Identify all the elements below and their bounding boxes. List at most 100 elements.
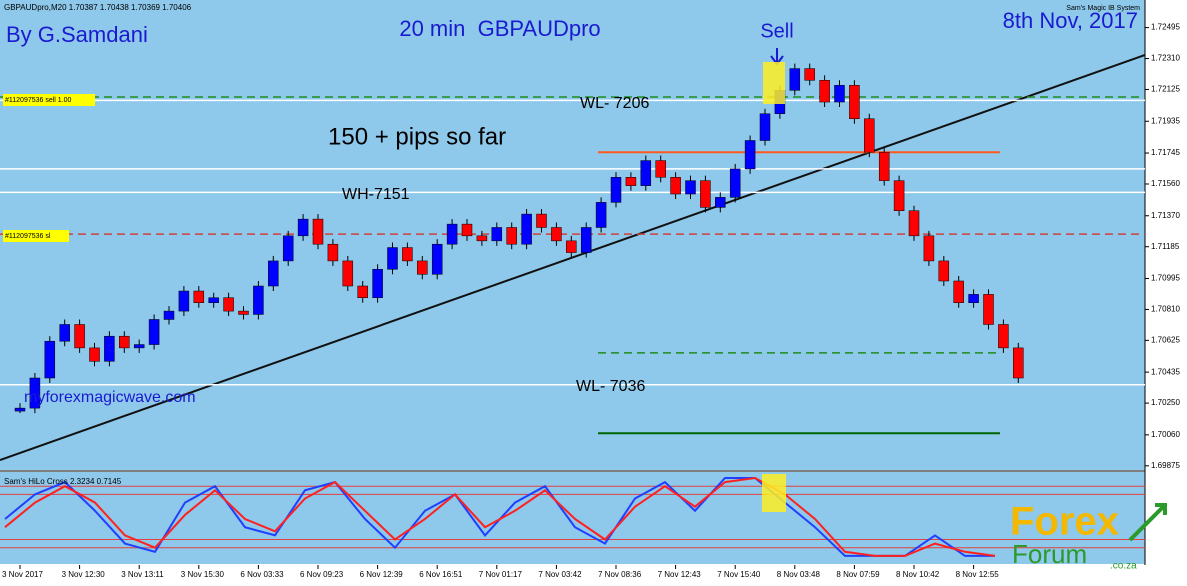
candle: [715, 197, 726, 208]
candle: [953, 280, 964, 303]
pips-note: 150 + pips so far: [328, 123, 506, 150]
y-tick-label: 1.71185: [1151, 242, 1180, 251]
candle: [223, 297, 234, 312]
candle: [849, 85, 860, 120]
order-tag: [3, 94, 95, 106]
candle: [893, 180, 905, 211]
candle: [193, 290, 205, 303]
candle: [342, 260, 354, 287]
indicator-label: Sam's HiLo Cross 2.3234 0.7145: [4, 477, 122, 486]
date: 8th Nov, 2017: [1003, 8, 1138, 33]
x-tick-label: 3 Nov 12:30: [62, 570, 106, 579]
x-tick-label: 6 Nov 12:39: [360, 570, 404, 579]
candle: [1013, 347, 1024, 379]
watermark: .co.za: [1110, 561, 1137, 572]
price-axis: [1145, 0, 1187, 586]
candle: [700, 180, 711, 208]
candle: [610, 177, 622, 203]
candle: [640, 160, 652, 186]
x-tick-label: 3 Nov 13:11: [121, 570, 164, 579]
candle: [431, 243, 443, 275]
header: GBPAUDpro,M20 1.70387 1.70438 1.70369 1.…: [4, 3, 192, 12]
trendline: [0, 54, 1146, 461]
y-tick-label: 1.70810: [1151, 305, 1180, 314]
candle: [864, 118, 875, 153]
candle: [29, 377, 41, 409]
candle: [506, 227, 517, 245]
x-tick-label: 8 Nov 12:55: [956, 570, 1000, 579]
candle: [148, 319, 160, 345]
candle: [372, 269, 383, 298]
candle: [238, 310, 249, 315]
sell-label: Sell: [760, 20, 793, 42]
candle: [417, 260, 428, 275]
x-tick-label: 7 Nov 15:40: [717, 570, 761, 579]
candle: [253, 285, 264, 315]
x-tick-label: 7 Nov 08:36: [598, 570, 642, 579]
candle: [759, 113, 771, 141]
candle: [834, 85, 845, 103]
order-label: #112097536 sl: [5, 233, 51, 240]
x-tick-label: 3 Nov 15:30: [181, 570, 225, 579]
website: myforexmagicwave.com: [24, 389, 196, 406]
level-label: WL- 7206: [580, 95, 649, 112]
watermark: Forex: [1010, 500, 1119, 544]
y-tick-label: 1.69875: [1151, 461, 1180, 470]
candle: [133, 344, 145, 349]
x-tick-label: 8 Nov 10:42: [896, 570, 940, 579]
candle: [163, 310, 175, 320]
candle: [566, 240, 577, 253]
candle: [819, 80, 830, 103]
candle: [685, 180, 696, 195]
y-tick-label: 1.70995: [1151, 274, 1180, 283]
sell-highlight: [762, 474, 786, 512]
candle: [551, 227, 562, 242]
sell-highlight: [763, 62, 785, 104]
x-tick-label: 8 Nov 03:48: [777, 570, 821, 579]
candle: [14, 407, 26, 412]
candle: [908, 210, 920, 237]
candle: [968, 294, 979, 303]
y-tick-label: 1.71370: [1151, 211, 1180, 220]
candle: [536, 213, 547, 228]
candle: [282, 235, 294, 262]
x-tick-label: 7 Nov 01:17: [479, 570, 523, 579]
candle: [789, 68, 801, 91]
candle: [89, 347, 100, 362]
candle: [297, 218, 309, 237]
system-name: Sam's Magic IB System: [1066, 5, 1140, 12]
y-tick-label: 1.72495: [1151, 23, 1180, 32]
level-label: WL- 7036: [576, 378, 645, 395]
x-tick-label: 7 Nov 03:42: [538, 570, 582, 579]
x-tick-label: 3 Nov 2017: [2, 570, 43, 579]
y-tick-label: 1.70250: [1151, 398, 1180, 407]
candle: [938, 260, 950, 282]
x-tick-label: 7 Nov 12:43: [658, 570, 702, 579]
x-tick-label: 8 Nov 07:59: [836, 570, 880, 579]
chart-title: 20 min GBPAUDpro: [399, 16, 600, 41]
candle: [461, 223, 473, 237]
candle: [178, 290, 190, 312]
author: By G.Samdani: [6, 22, 148, 47]
y-tick-label: 1.71935: [1151, 116, 1180, 125]
level-label: WH-7151: [342, 186, 410, 203]
candle: [491, 227, 503, 242]
candle: [923, 235, 935, 262]
y-tick-label: 1.72125: [1151, 85, 1180, 94]
candle: [476, 235, 488, 242]
x-tick-label: 6 Nov 16:51: [419, 570, 463, 579]
watermark: Forum: [1012, 539, 1087, 569]
candle: [44, 340, 56, 379]
candle: [744, 140, 756, 170]
x-tick-label: 6 Nov 03:33: [240, 570, 284, 579]
osc-line: [4, 476, 996, 557]
candle: [74, 324, 85, 349]
candle: [729, 168, 741, 198]
order-label: #112097536 sell 1.00: [5, 97, 72, 104]
y-tick-label: 1.70625: [1151, 335, 1180, 344]
candle: [327, 243, 339, 262]
candle: [402, 247, 413, 262]
candle: [268, 260, 279, 287]
candle: [998, 324, 1009, 349]
